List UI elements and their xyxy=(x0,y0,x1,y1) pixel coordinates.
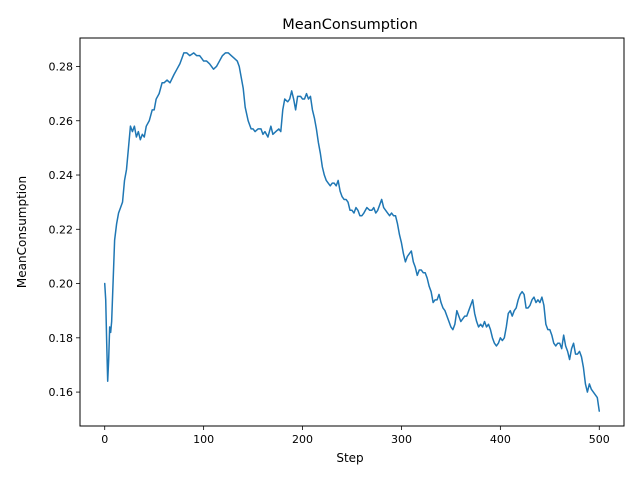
y-tick-label: 0.22 xyxy=(49,223,74,236)
y-tick-label: 0.26 xyxy=(49,115,74,128)
y-axis-label: MeanConsumption xyxy=(15,176,29,288)
y-tick-label: 0.18 xyxy=(49,332,74,345)
x-tick-label: 200 xyxy=(292,433,313,446)
y-tick-label: 0.28 xyxy=(49,60,74,73)
x-tick-label: 500 xyxy=(589,433,610,446)
axis-ticks: 0 100 200 300 400 500 0.16 0.18 0.20 0.22 0.24 0.26… xyxy=(49,60,610,446)
y-tick-label: 0.20 xyxy=(49,278,74,291)
x-tick-label: 100 xyxy=(193,433,214,446)
chart-title: MeanConsumption xyxy=(282,17,418,33)
x-axis-label: Step xyxy=(336,451,363,465)
x-tick-label: 300 xyxy=(391,433,412,446)
plot-frame xyxy=(79,37,625,427)
x-tick-label: 0 xyxy=(101,433,108,446)
series-group xyxy=(103,52,601,412)
y-tick-label: 0.24 xyxy=(49,169,74,182)
y-tick-label: 0.16 xyxy=(49,386,74,399)
x-tick-label: 400 xyxy=(490,433,511,446)
series-line xyxy=(103,52,601,412)
